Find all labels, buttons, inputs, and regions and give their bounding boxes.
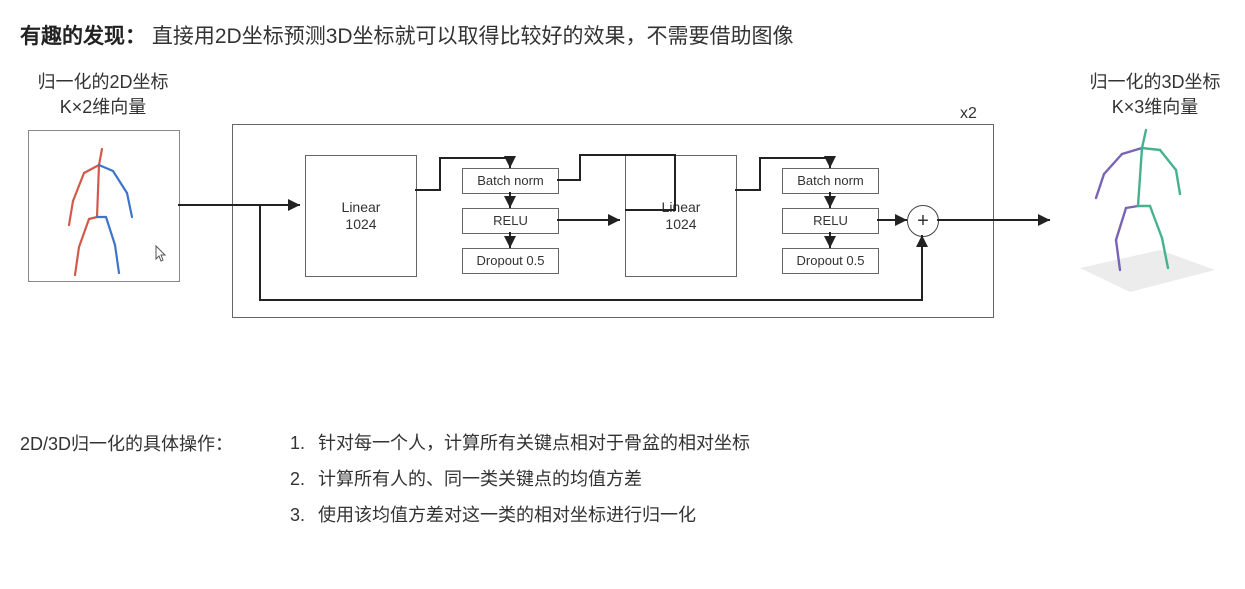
pose3d-skeleton	[1060, 120, 1220, 300]
dropout1-block: Dropout 0.5	[462, 248, 559, 274]
dropout2-block: Dropout 0.5	[782, 248, 879, 274]
relu2-block: RELU	[782, 208, 879, 234]
headline-bold: 有趣的发现：	[20, 25, 146, 48]
residual-add-icon: +	[907, 205, 939, 237]
norm-step-2: 2.计算所有人的、同一类关键点的均值方差	[290, 461, 750, 497]
linear2-block: Linear 1024	[625, 155, 737, 277]
output-caption-line1: 归一化的3D坐标	[1085, 70, 1225, 95]
cursor-icon	[155, 245, 169, 266]
output-caption-line2: K×3维向量	[1085, 95, 1225, 120]
norm-step-1: 1.针对每一个人，计算所有关键点相对于骨盆的相对坐标	[290, 425, 750, 461]
headline: 有趣的发现： 直接用2D坐标预测3D坐标就可以取得比较好的效果，不需要借助图像	[20, 20, 794, 50]
batchnorm1-block: Batch norm	[462, 168, 559, 194]
norm-step-3: 3.使用该均值方差对这一类的相对坐标进行归一化	[290, 497, 750, 533]
output-caption: 归一化的3D坐标 K×3维向量	[1085, 70, 1225, 120]
relu1-block: RELU	[462, 208, 559, 234]
batchnorm2-block: Batch norm	[782, 168, 879, 194]
normalization-steps: 1.针对每一个人，计算所有关键点相对于骨盆的相对坐标 2.计算所有人的、同一类关…	[290, 425, 750, 533]
normalization-heading: 2D/3D归一化的具体操作：	[20, 430, 233, 456]
input-caption: 归一化的2D坐标 K×2维向量	[33, 70, 173, 120]
pose3d-area	[1060, 120, 1220, 300]
input-caption-line1: 归一化的2D坐标	[33, 70, 173, 95]
repeat-x2-label: x2	[960, 105, 977, 123]
input-caption-line2: K×2维向量	[33, 95, 173, 120]
headline-rest: 直接用2D坐标预测3D坐标就可以取得比较好的效果，不需要借助图像	[152, 25, 794, 48]
linear1-block: Linear 1024	[305, 155, 417, 277]
